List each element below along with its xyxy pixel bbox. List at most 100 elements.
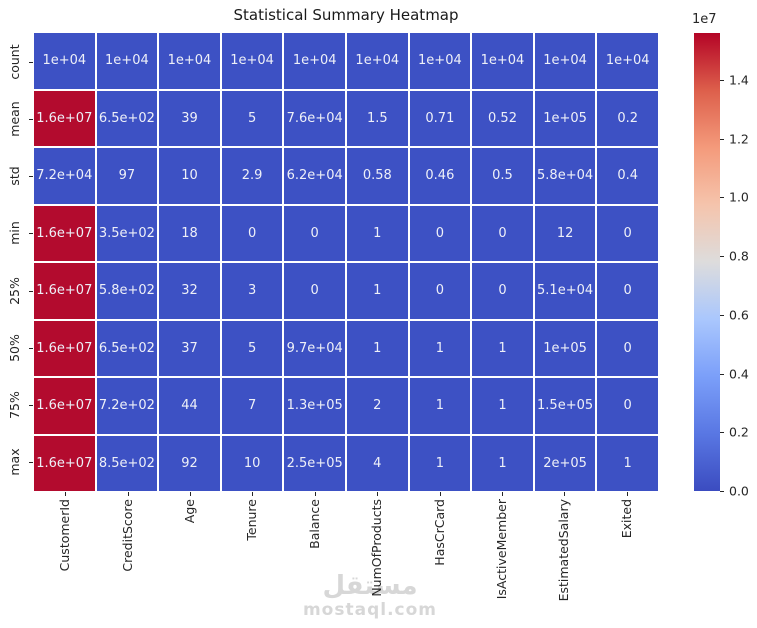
- x-axis-tick: [439, 492, 441, 496]
- heatmap-cell: 1: [409, 320, 471, 376]
- heatmap-cell: 0: [472, 263, 533, 319]
- colorbar-tick-label: 1.0: [729, 189, 749, 205]
- heatmap-cell: 1.5: [346, 90, 408, 146]
- heatmap-cell: 0: [409, 205, 471, 261]
- y-axis-tick: [29, 176, 33, 178]
- heatmap-cell: 0: [472, 205, 533, 261]
- heatmap-cell: 4: [346, 435, 408, 491]
- heatmap-cell: 44: [159, 378, 220, 434]
- heatmap-cell: 1e+04: [159, 33, 220, 89]
- x-axis-label: Tenure: [244, 499, 260, 541]
- colorbar-tick-mark: [720, 373, 724, 375]
- heatmap-cell: 0: [284, 263, 345, 319]
- heatmap-cell: 18: [159, 205, 220, 261]
- heatmap-cell: 5.8e+04: [534, 148, 596, 204]
- colorbar-gradient: [694, 33, 720, 491]
- x-axis-label: Balance: [306, 499, 322, 549]
- heatmap: 1e+04 1e+04 1e+04 1e+04 1e+04 1e+04 1e+04 1e+04…: [34, 33, 658, 491]
- y-axis-label: mean: [7, 101, 22, 137]
- heatmap-cell: 6.2e+04: [284, 148, 345, 204]
- heatmap-cell: 12: [534, 205, 596, 261]
- heatmap-cell: 1.5e+05: [534, 378, 596, 434]
- heatmap-cell: 1e+04: [96, 33, 158, 89]
- heatmap-cell: 6.5e+02: [96, 90, 158, 146]
- heatmap-cell: 1: [472, 435, 533, 491]
- x-axis-label: Age: [181, 499, 197, 524]
- colorbar-tick-mark: [720, 491, 724, 492]
- x-axis-tick: [65, 492, 67, 496]
- x-axis-label: IsActiveMember: [493, 499, 509, 600]
- heatmap-cell: 7.6e+04: [284, 90, 345, 146]
- heatmap-cell: 10: [159, 148, 220, 204]
- heatmap-cell: 9.7e+04: [284, 320, 345, 376]
- y-axis-tick: [29, 405, 33, 407]
- heatmap-cell: 1: [346, 205, 408, 261]
- heatmap-cell: 8.5e+02: [96, 435, 158, 491]
- colorbar-tick-mark: [720, 256, 724, 258]
- y-axis-label: count: [7, 43, 22, 80]
- heatmap-cell: 2.9: [221, 148, 283, 204]
- heatmap-cell: 7.2e+02: [96, 378, 158, 434]
- heatmap-cell: 39: [159, 90, 220, 146]
- heatmap-cell: 0.58: [346, 148, 408, 204]
- heatmap-cell: 2.5e+05: [284, 435, 345, 491]
- heatmap-cell: 1e+05: [534, 320, 596, 376]
- y-axis-tick: [29, 347, 33, 349]
- y-axis-label: max: [7, 448, 22, 476]
- colorbar-tick-label: 0.4: [729, 366, 749, 382]
- heatmap-cell: 0: [597, 378, 658, 434]
- colorbar-tick-mark: [720, 197, 724, 199]
- heatmap-cell: 0: [597, 320, 658, 376]
- heatmap-cell: 0.2: [597, 90, 658, 146]
- colorbar-tick-label: 0.6: [729, 307, 749, 323]
- x-axis-label: Exited: [618, 499, 634, 539]
- heatmap-cell: 5.8e+02: [96, 263, 158, 319]
- heatmap-cell: 1e+04: [221, 33, 283, 89]
- y-axis-tick: [29, 290, 33, 292]
- colorbar-tick-label: 1.2: [729, 131, 749, 147]
- y-axis-tick: [29, 118, 33, 120]
- x-axis-label: NumOfProducts: [368, 499, 384, 597]
- x-axis-tick: [314, 492, 316, 496]
- y-axis-label: std: [7, 166, 22, 186]
- heatmap-cell: 5: [221, 90, 283, 146]
- heatmap-cell: 3.5e+02: [96, 205, 158, 261]
- heatmap-cell: 0: [409, 263, 471, 319]
- x-axis-tick: [190, 492, 191, 496]
- colorbar-tick-label: 1.4: [729, 72, 749, 88]
- x-axis-tick: [626, 492, 628, 496]
- y-axis-label: 75%: [7, 391, 22, 420]
- heatmap-cell: 1: [472, 320, 533, 376]
- heatmap-cell: 6.5e+02: [96, 320, 158, 376]
- x-axis-tick: [252, 492, 254, 496]
- x-axis-label: EstimatedSalary: [556, 499, 572, 602]
- heatmap-cell: 1: [409, 435, 471, 491]
- colorbar-tick-mark: [720, 138, 724, 140]
- heatmap-cell: 1.6e+07: [34, 378, 95, 434]
- heatmap-cell: 1e+04: [597, 33, 658, 89]
- heatmap-cell: 0.4: [597, 148, 658, 204]
- colorbar-tick-mark: [720, 314, 724, 316]
- heatmap-cell: 0: [221, 205, 283, 261]
- y-axis-label: 25%: [7, 276, 22, 305]
- colorbar-tick-mark: [720, 432, 724, 434]
- y-axis-label: 50%: [7, 333, 22, 362]
- heatmap-cell: 0.71: [409, 90, 471, 146]
- chart-title: Statistical Summary Heatmap: [233, 6, 459, 24]
- heatmap-cell: 1.3e+05: [284, 378, 345, 434]
- x-axis-tick: [377, 492, 379, 496]
- colorbar-tick-mark: [720, 79, 724, 81]
- heatmap-cell: 0: [284, 205, 345, 261]
- x-axis-tick: [127, 492, 129, 496]
- heatmap-cell: 3: [221, 263, 283, 319]
- heatmap-cell: 1e+04: [472, 33, 533, 89]
- x-axis-label: HasCrCard: [431, 499, 447, 566]
- heatmap-cell: 1.6e+07: [34, 320, 95, 376]
- heatmap-cell: 10: [221, 435, 283, 491]
- x-axis-tick: [502, 492, 503, 496]
- heatmap-cell: 0.46: [409, 148, 471, 204]
- heatmap-cell: 5: [221, 320, 283, 376]
- colorbar-tick-label: 0.0: [729, 483, 749, 499]
